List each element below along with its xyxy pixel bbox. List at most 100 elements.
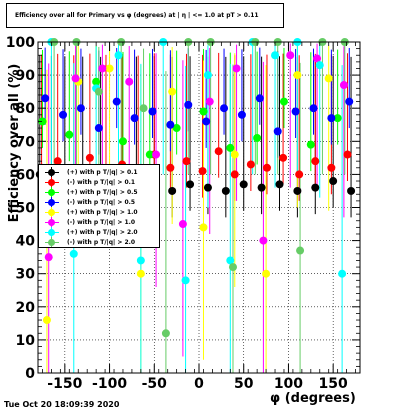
y-tick-label: 90	[16, 68, 36, 84]
data-point	[181, 276, 190, 285]
x-tick-label: 150	[319, 376, 348, 392]
legend-entry: (-) with p T/|q| > 2.0	[39, 237, 159, 247]
data-point	[85, 153, 94, 162]
legend-entry: (-) with p T/|q| > 1.0	[39, 217, 159, 227]
data-point	[92, 77, 101, 86]
data-point	[327, 114, 336, 123]
x-tick-label: -100	[92, 376, 127, 392]
legend-label: (-) with p T/|q| > 1.0	[67, 218, 136, 226]
data-point	[311, 183, 320, 192]
legend-label: (+) with p T/|q| > 0.1	[67, 168, 138, 176]
legend-label: (+) with p T/|q| > 0.5	[67, 188, 138, 196]
legend-marker	[43, 197, 61, 207]
data-point	[76, 104, 85, 113]
data-point	[94, 124, 103, 133]
data-point	[42, 316, 51, 325]
data-point	[273, 127, 282, 136]
legend-marker	[43, 177, 61, 187]
data-point	[199, 223, 208, 232]
data-point	[309, 104, 318, 113]
data-point	[220, 104, 229, 113]
y-axis-label: Efficiency over all (%)	[7, 63, 22, 223]
data-point	[228, 263, 237, 272]
y-tick-label: 70	[16, 134, 36, 150]
data-point	[203, 183, 212, 192]
data-point	[118, 137, 127, 146]
data-point	[125, 77, 134, 86]
data-point	[214, 147, 223, 156]
legend-entry: (-) with p T/|q| > 0.1	[39, 177, 159, 187]
legend-label: (+) with p T/|q| > 2.0	[67, 228, 138, 236]
y-tick-label: 100	[6, 35, 35, 51]
data-point	[306, 140, 315, 149]
x-tick-label: 50	[234, 376, 254, 392]
data-point	[168, 186, 177, 195]
data-point	[230, 170, 239, 179]
data-point	[38, 117, 47, 126]
data-point	[257, 183, 266, 192]
legend-marker	[43, 167, 61, 177]
data-point	[230, 150, 239, 159]
data-point	[59, 110, 68, 119]
data-point	[295, 170, 304, 179]
data-point	[148, 107, 157, 116]
legend-label: (+) with p T/|q| > 1.0	[67, 208, 138, 216]
data-point	[253, 133, 262, 142]
data-point	[168, 87, 177, 96]
x-tick-label: -50	[142, 376, 168, 392]
legend-marker	[43, 187, 61, 197]
x-tick-label: 100	[274, 376, 303, 392]
data-point	[262, 269, 271, 278]
data-point	[199, 107, 208, 116]
data-point	[226, 143, 235, 152]
data-point	[161, 329, 170, 338]
data-point	[239, 180, 248, 189]
data-point	[65, 130, 74, 139]
data-point	[172, 124, 181, 133]
data-point	[203, 71, 212, 80]
data-point	[286, 51, 295, 60]
data-point	[98, 64, 107, 73]
data-point	[275, 180, 284, 189]
legend-entry: (+) with p T/|q| > 1.0	[39, 207, 159, 217]
data-point	[44, 253, 53, 262]
data-point	[315, 61, 324, 70]
data-point	[246, 160, 255, 169]
legend-marker	[43, 217, 61, 227]
legend-label: (-) with p T/|q| > 2.0	[67, 238, 136, 246]
legend-entry: (+) with p T/|q| > 0.1	[39, 167, 159, 177]
data-point	[339, 81, 348, 90]
y-tick-label: 0	[25, 366, 35, 382]
data-point	[114, 51, 123, 60]
legend-entry: (+) with p T/|q| > 0.5	[39, 187, 159, 197]
chart-title: Efficiency over all for Primary vs φ (de…	[6, 3, 284, 28]
data-point	[112, 97, 121, 106]
data-point	[271, 51, 280, 60]
data-point	[237, 110, 246, 119]
data-point	[313, 54, 322, 63]
data-point	[293, 71, 302, 80]
data-point	[178, 220, 187, 229]
data-point	[345, 97, 354, 106]
data-point	[205, 97, 214, 106]
data-point	[182, 157, 191, 166]
legend-entry: (+) with p T/|q| > 2.0	[39, 227, 159, 237]
data-point	[166, 163, 175, 172]
data-point	[145, 150, 154, 159]
data-point	[136, 256, 145, 265]
data-point	[232, 64, 241, 73]
data-point	[279, 153, 288, 162]
y-tick-label: 60	[16, 167, 36, 183]
data-point	[333, 114, 342, 123]
legend-marker	[43, 237, 61, 247]
data-point	[53, 157, 62, 166]
data-point	[311, 157, 320, 166]
x-axis-label: φ (degrees)	[270, 391, 356, 406]
data-point	[259, 236, 268, 245]
data-point	[262, 163, 271, 172]
data-point	[94, 87, 103, 96]
legend-label: (-) with p T/|q| > 0.5	[67, 198, 136, 206]
y-tick-label: 10	[16, 333, 36, 349]
data-point	[71, 74, 80, 83]
data-point	[202, 117, 211, 126]
